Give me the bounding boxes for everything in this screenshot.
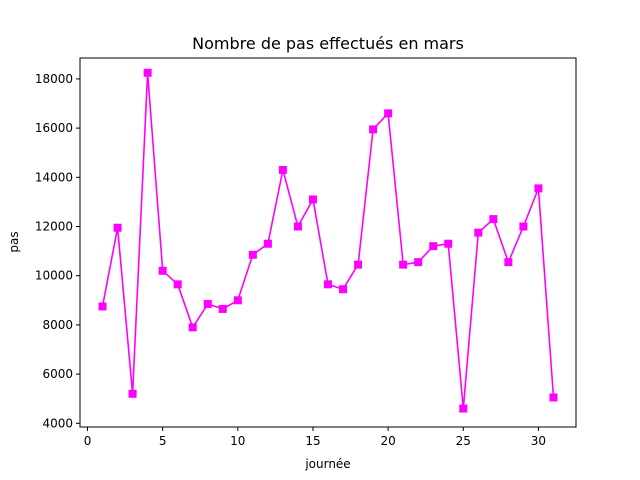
x-tick-label: 0	[84, 434, 92, 448]
data-point-marker	[549, 393, 558, 402]
y-tick-label: 16000	[35, 121, 73, 135]
data-point-marker	[414, 258, 423, 267]
data-point-marker	[459, 404, 468, 413]
data-point-marker	[188, 323, 197, 332]
data-point-marker	[128, 389, 137, 398]
axes-frame	[79, 57, 577, 428]
data-point-marker	[519, 222, 528, 231]
data-point-marker	[218, 304, 227, 313]
data-point-marker	[263, 239, 272, 248]
data-point-marker	[354, 260, 363, 269]
data-point-marker	[203, 300, 212, 308]
x-tick-label: 25	[456, 434, 471, 448]
x-tick-label: 10	[230, 434, 245, 448]
y-tick-label: 14000	[35, 170, 73, 184]
data-point-marker	[173, 280, 182, 289]
x-tick-label: 5	[159, 434, 167, 448]
plot-area: 0 5 10 15 20 25 30 4000 6000 8000 10000 12000 14000 1…	[35, 57, 577, 448]
data-point-marker	[158, 266, 167, 275]
data-point-marker	[308, 195, 317, 204]
data-point-marker	[429, 242, 438, 251]
data-point-marker	[339, 285, 348, 294]
data-point-marker	[474, 228, 483, 237]
y-tick-label: 8000	[42, 318, 73, 332]
data-point-marker	[233, 296, 242, 305]
data-point-marker	[504, 258, 513, 267]
x-tick-label: 15	[305, 434, 320, 448]
data-point-marker	[143, 68, 152, 77]
data-point-marker	[369, 125, 378, 134]
data-point-marker	[98, 302, 107, 311]
y-tick-label: 18000	[35, 72, 73, 86]
y-tick-label: 10000	[35, 269, 73, 283]
data-point-marker	[113, 223, 122, 232]
y-tick-label: 4000	[42, 416, 73, 430]
chart-title: Nombre de pas effectués en mars	[192, 34, 464, 53]
data-point-marker	[534, 184, 543, 193]
y-tick-label: 12000	[35, 220, 73, 234]
x-tick-label: 30	[531, 434, 546, 448]
data-point-marker	[489, 215, 498, 224]
y-axis-label: pas	[7, 231, 21, 252]
data-point-marker	[293, 222, 302, 231]
y-tick-label: 6000	[42, 367, 73, 381]
data-point-marker	[444, 239, 453, 248]
x-axis-label: journée	[304, 457, 350, 471]
data-point-marker	[248, 250, 257, 259]
data-point-marker	[399, 260, 408, 269]
x-tick-label: 20	[380, 434, 395, 448]
data-point-marker	[278, 165, 287, 174]
data-point-marker	[324, 280, 332, 289]
data-point-marker	[384, 109, 393, 118]
